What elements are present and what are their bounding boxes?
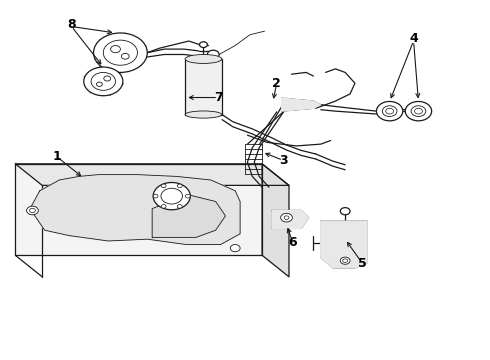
- Polygon shape: [152, 194, 225, 237]
- Circle shape: [161, 188, 182, 204]
- Circle shape: [122, 53, 129, 59]
- Polygon shape: [282, 98, 321, 111]
- Text: 6: 6: [289, 236, 297, 249]
- Circle shape: [177, 184, 182, 188]
- Circle shape: [340, 257, 350, 264]
- Circle shape: [343, 259, 347, 262]
- Circle shape: [386, 108, 393, 114]
- Ellipse shape: [185, 54, 222, 63]
- Polygon shape: [272, 211, 309, 228]
- Circle shape: [199, 42, 207, 48]
- Polygon shape: [30, 175, 240, 244]
- Circle shape: [207, 50, 219, 59]
- Polygon shape: [15, 164, 289, 185]
- Circle shape: [111, 45, 121, 53]
- Circle shape: [340, 208, 350, 215]
- Text: 4: 4: [409, 32, 418, 45]
- Polygon shape: [321, 221, 367, 268]
- Circle shape: [91, 72, 116, 90]
- Circle shape: [415, 108, 422, 114]
- Circle shape: [405, 102, 432, 121]
- Text: 1: 1: [52, 150, 61, 163]
- Circle shape: [153, 194, 158, 198]
- Circle shape: [26, 206, 38, 215]
- Circle shape: [104, 76, 111, 81]
- Circle shape: [161, 184, 166, 188]
- Circle shape: [376, 102, 403, 121]
- Text: 5: 5: [358, 257, 367, 270]
- Circle shape: [281, 213, 293, 222]
- Circle shape: [103, 40, 138, 65]
- Circle shape: [153, 183, 190, 210]
- Circle shape: [411, 106, 426, 117]
- Circle shape: [382, 106, 397, 117]
- Polygon shape: [262, 164, 289, 277]
- Text: 8: 8: [67, 18, 76, 31]
- Polygon shape: [15, 164, 262, 255]
- Circle shape: [185, 194, 190, 198]
- Circle shape: [84, 67, 123, 96]
- Ellipse shape: [185, 111, 222, 118]
- Circle shape: [161, 204, 166, 208]
- Circle shape: [284, 216, 289, 220]
- Circle shape: [94, 33, 147, 72]
- Text: 2: 2: [272, 77, 281, 90]
- Bar: [185, 59, 222, 114]
- Circle shape: [177, 204, 182, 208]
- Text: 3: 3: [279, 154, 288, 167]
- Text: 7: 7: [214, 91, 222, 104]
- Circle shape: [29, 208, 35, 213]
- Circle shape: [97, 82, 102, 86]
- Circle shape: [230, 244, 240, 252]
